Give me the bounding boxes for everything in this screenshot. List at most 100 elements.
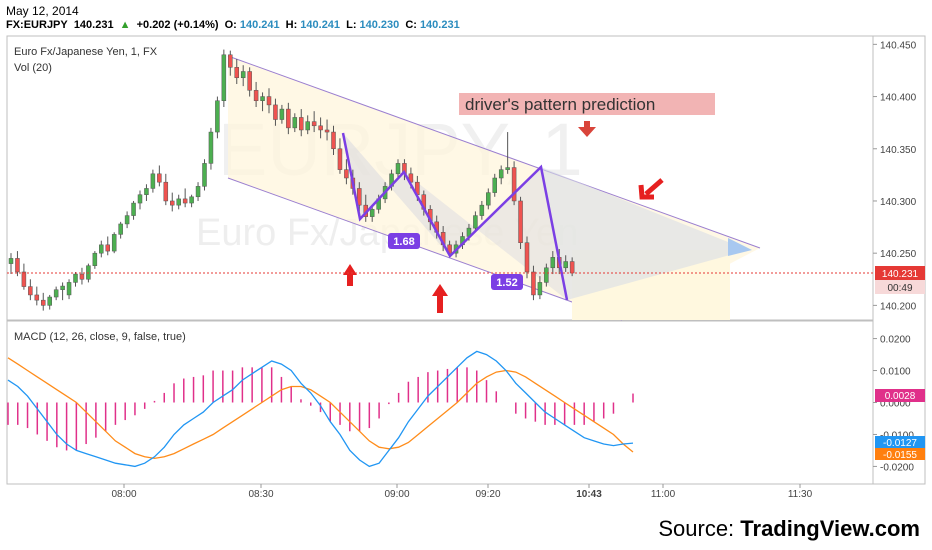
- change-up-icon: ▲: [119, 19, 131, 31]
- candle-body: [118, 223, 123, 235]
- candle-body: [311, 121, 317, 127]
- arrow-up-icon: [343, 264, 357, 286]
- candle-body: [137, 194, 143, 204]
- candle-body: [228, 54, 233, 68]
- signal-tag: [875, 448, 925, 460]
- instrument-legend[interactable]: Euro Fx/Japanese Yen, 1, FX: [14, 46, 158, 58]
- candle-body: [337, 148, 343, 170]
- time-tick-label: 11:00: [651, 489, 676, 500]
- source-prefix: Source:: [658, 516, 741, 541]
- macd-pane[interactable]: [6, 320, 874, 485]
- macd-legend[interactable]: MACD (12, 26, close, 9, false, true): [14, 331, 186, 343]
- open-label: O:: [224, 19, 237, 31]
- macd-tick-label: 0.0100: [880, 367, 911, 378]
- candle-body: [73, 273, 78, 283]
- candle-body: [305, 121, 310, 131]
- price-tick-label: 140.300: [880, 197, 917, 208]
- candle-body: [15, 258, 20, 273]
- candle-body: [247, 71, 252, 91]
- close-label: C:: [405, 19, 417, 31]
- price-tick-label: 140.400: [880, 93, 917, 104]
- macd-tag: [875, 436, 925, 448]
- candle-body: [286, 108, 291, 129]
- candle-body: [279, 108, 285, 120]
- time-tick-label: 09:00: [384, 489, 409, 500]
- arrow-up-icon: [432, 284, 448, 313]
- candle-body: [550, 257, 556, 269]
- time-tick-label: 08:30: [248, 489, 273, 500]
- candle-body: [569, 261, 575, 274]
- ratio-label-2: 1.52: [496, 277, 517, 289]
- time-ticks: 08:00 08:30 09:00 09:20 10:43 11:00 11:30: [111, 484, 813, 500]
- arrow-down-icon: [578, 121, 596, 137]
- signal-tag-value: -0.0155: [883, 450, 917, 461]
- candle-body: [240, 71, 246, 79]
- macd-group: [7, 350, 634, 468]
- prediction-triangle: [541, 167, 748, 300]
- macd-tick-label: -0.0200: [880, 462, 914, 473]
- candle-body: [299, 117, 304, 131]
- price-tick-label: 140.450: [880, 40, 917, 51]
- candle-body: [498, 169, 504, 179]
- price-tick-label: 140.250: [880, 249, 917, 260]
- candle-body: [537, 282, 543, 296]
- candle-body: [518, 200, 523, 243]
- candle-body: [563, 261, 568, 269]
- candle-body: [105, 244, 110, 252]
- macd-ticks: 0.0200 0.0100 0.0000 -0.0100 -0.0200: [873, 335, 914, 473]
- candle-body: [66, 282, 72, 296]
- candle-body: [357, 188, 362, 206]
- candle-body: [505, 167, 510, 170]
- candle-body: [544, 267, 549, 283]
- close-value: 140.231: [419, 19, 460, 31]
- candle-body: [79, 273, 85, 280]
- candle-body: [86, 265, 91, 280]
- signal-line: [7, 357, 634, 460]
- time-tick-label: 08:00: [111, 489, 136, 500]
- candle-body: [234, 67, 239, 79]
- macd-tick-label: -0.0100: [880, 430, 914, 441]
- ratio-badge-2: [491, 274, 523, 290]
- candle-body: [221, 54, 227, 101]
- candle-body: [176, 198, 181, 206]
- macd-tick-label: 0.0200: [880, 335, 911, 346]
- last-price: 140.231: [73, 19, 114, 31]
- prediction-label-box: [459, 93, 715, 115]
- channel-lower-line[interactable]: [227, 177, 623, 321]
- candle-body: [47, 296, 52, 306]
- hist-tag: [875, 389, 925, 402]
- candle-body: [195, 186, 201, 198]
- price-axis[interactable]: [872, 35, 926, 485]
- price-tag-value: 140.231: [882, 269, 919, 280]
- candle-body: [157, 173, 162, 183]
- low-value: 140.230: [359, 19, 400, 31]
- candle-body: [344, 169, 349, 179]
- ratio-label-1: 1.68: [393, 236, 414, 248]
- volume-legend[interactable]: Vol (20): [14, 62, 52, 74]
- countdown-value: 00:49: [887, 283, 912, 294]
- candle-body: [41, 299, 46, 306]
- candle-body: [369, 209, 375, 217]
- candle-body: [189, 196, 194, 204]
- candle-body: [492, 177, 497, 193]
- pattern-triangle-1: [343, 133, 450, 256]
- macd-tick-label: 0.0000: [880, 399, 911, 410]
- candle-body: [395, 163, 401, 175]
- channel-upper-line[interactable]: [227, 55, 761, 249]
- time-tick-label: 10:43: [576, 489, 602, 500]
- source-brand: TradingView.com: [740, 516, 920, 541]
- candle-body: [318, 125, 323, 131]
- symbol[interactable]: FX:EURJPY: [6, 19, 68, 31]
- time-tick-label: 09:20: [475, 489, 500, 500]
- macd-line: [7, 350, 634, 468]
- candle-body: [473, 215, 478, 229]
- candle-body: [111, 234, 117, 252]
- countdown-tag: [875, 280, 925, 294]
- candle-body: [524, 242, 530, 273]
- candle-body: [28, 286, 33, 296]
- zigzag-pattern[interactable]: [341, 132, 569, 301]
- source-credit: Source: TradingView.com: [658, 516, 920, 542]
- price-tag: [875, 266, 925, 280]
- candle-body: [34, 294, 40, 301]
